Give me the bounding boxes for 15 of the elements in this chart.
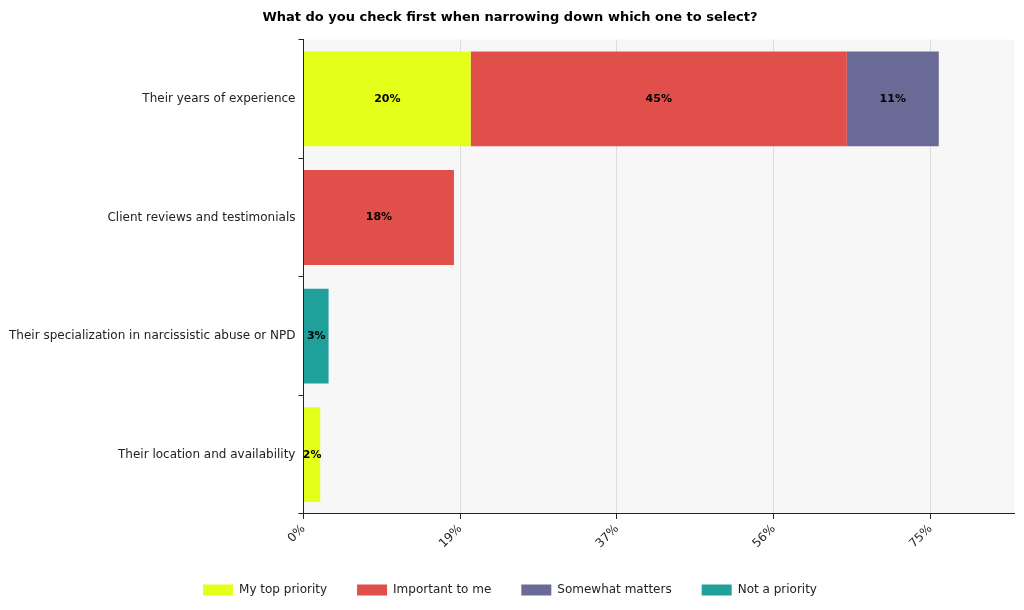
chart-title: What do you check first when narrowing down which one to select? [262,9,758,25]
data-label: 45% [645,91,672,105]
y-tick-label: Their years of experience [141,91,296,106]
x-tick-label: 0% [284,521,308,545]
legend-label: Somewhat matters [557,582,672,597]
legend-label: My top priority [239,582,328,597]
data-label: 20% [374,91,401,105]
legend-label: Not a priority [737,582,817,597]
y-tick-label: Client reviews and testimonials [107,209,296,224]
y-tick-label: Their location and availability [117,446,296,461]
data-label: 18% [365,210,393,224]
data-label: 11% [879,91,906,105]
legend-label: Important to me [393,582,492,597]
y-tick-label: Their specialization in narcissistic abuse or NPD [8,328,296,343]
data-label: 3% [306,328,326,342]
